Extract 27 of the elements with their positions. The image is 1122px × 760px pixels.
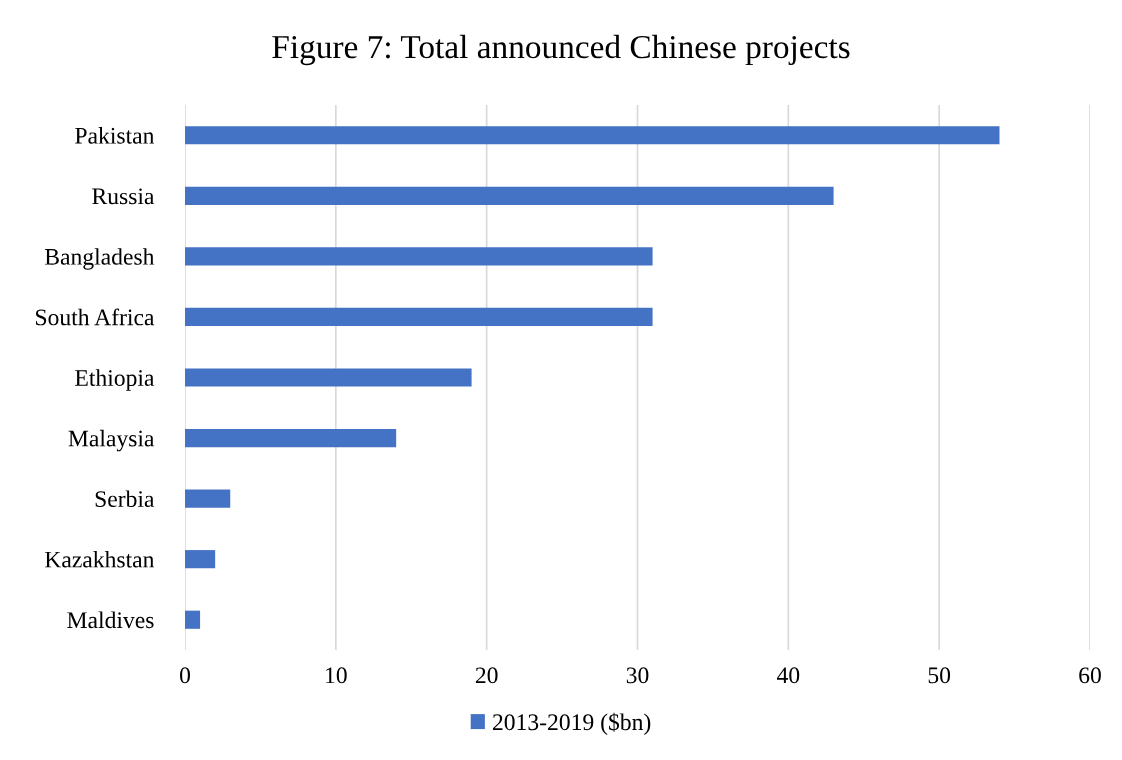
y-tick-label: Malaysia [68, 429, 155, 452]
bar [185, 428, 397, 448]
y-tick-label: Kazakhstan [44, 550, 155, 568]
legend-label: 2013-2019 ($bn) [492, 712, 651, 735]
y-tick-label: Pakistan [75, 127, 155, 144]
y-tick-label: Bangladesh [44, 248, 155, 270]
bar [185, 307, 653, 327]
bar [185, 368, 472, 387]
bar [185, 550, 216, 569]
x-tick-label: 60 [1079, 667, 1101, 684]
bar [185, 610, 201, 629]
bar [185, 126, 1000, 145]
y-tick-label: Ethiopia [75, 369, 155, 391]
chart-title: Figure 7: Total announced Chinese projects [272, 34, 850, 66]
x-tick-label: 0 [180, 667, 190, 684]
bar [185, 247, 653, 266]
x-tick-label: 10 [326, 667, 347, 684]
x-tick-label: 30 [626, 667, 649, 684]
y-tick-label: Serbia [95, 490, 155, 508]
bar [185, 186, 834, 205]
bar [185, 489, 231, 508]
x-tick-label: 20 [475, 667, 498, 684]
y-tick-label: South Africa [36, 308, 155, 326]
y-tick-label: Russia [92, 188, 155, 205]
x-tick-label: 40 [776, 667, 800, 684]
x-tick-label: 50 [928, 667, 951, 684]
y-tick-label: Maldives [67, 611, 154, 629]
